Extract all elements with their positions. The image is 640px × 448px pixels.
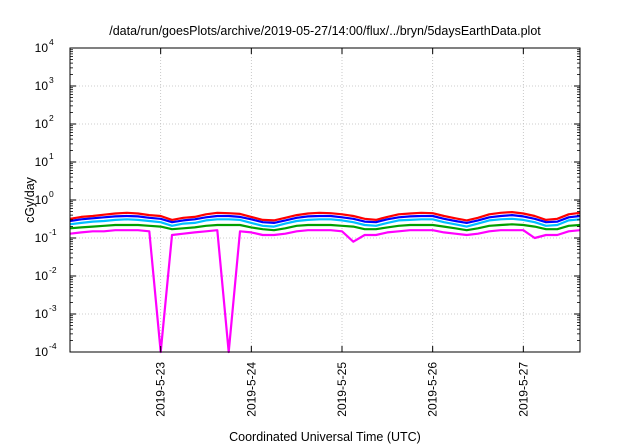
x-tick-label: 2019-5-23 bbox=[154, 362, 168, 417]
y-tick-label: 10 bbox=[35, 79, 49, 93]
series-group bbox=[69, 211, 581, 354]
y-tick-label: 10 bbox=[35, 307, 49, 321]
x-tick-label: 2019-5-25 bbox=[335, 362, 349, 417]
series-line-1 bbox=[69, 211, 581, 222]
y-tick-exponent: 3 bbox=[49, 75, 54, 85]
series-line-4 bbox=[69, 223, 581, 232]
y-tick-exponent: -4 bbox=[49, 341, 57, 351]
x-tick-label: 2019-5-24 bbox=[244, 362, 258, 417]
series-line-3 bbox=[69, 217, 581, 228]
y-tick-label: 10 bbox=[35, 155, 49, 169]
y-tick-exponent: -1 bbox=[49, 227, 57, 237]
chart-title: /data/run/goesPlots/archive/2019-05-27/1… bbox=[109, 24, 541, 38]
y-tick-label: 10 bbox=[35, 193, 49, 207]
x-axis: 2019-5-23 2019-5-24 2019-5-25 2019-5-26 2019… bbox=[154, 48, 530, 417]
x-tick-label: 2019-5-26 bbox=[426, 362, 440, 417]
x-axis-label: Coordinated Universal Time (UTC) bbox=[229, 430, 421, 444]
y-tick-exponent: -2 bbox=[49, 265, 57, 275]
y-tick-exponent: 4 bbox=[49, 37, 54, 47]
x-tick-label: 2019-5-27 bbox=[516, 362, 530, 417]
y-tick-label: 10 bbox=[35, 117, 49, 131]
series-line-5 bbox=[69, 229, 581, 354]
y-tick-label: 10 bbox=[35, 231, 49, 245]
y-tick-exponent: 0 bbox=[49, 189, 54, 199]
y-tick-label: 10 bbox=[35, 41, 49, 55]
y-tick-label: 10 bbox=[35, 345, 49, 359]
series-line-2 bbox=[69, 214, 581, 224]
y-tick-exponent: 2 bbox=[49, 113, 54, 123]
grid bbox=[70, 48, 580, 352]
y-tick-exponent: -3 bbox=[49, 303, 57, 313]
y-tick-label: 10 bbox=[35, 269, 49, 283]
y-axis-label: cGy/day bbox=[23, 176, 37, 223]
y-tick-exponent: 1 bbox=[49, 151, 54, 161]
